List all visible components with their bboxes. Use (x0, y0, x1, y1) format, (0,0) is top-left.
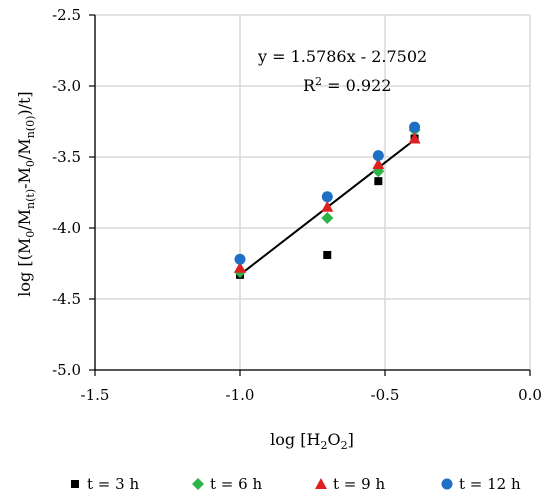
legend-label: t = 6 h (210, 475, 262, 493)
data-point (321, 191, 333, 203)
data-point (374, 177, 383, 186)
data-point (409, 121, 421, 133)
legend-marker (71, 480, 79, 488)
data-point (372, 158, 385, 170)
axes (89, 14, 531, 376)
x-tick-label: -0.5 (371, 386, 400, 404)
data-point (234, 253, 246, 265)
data-point (372, 150, 384, 162)
y-tick-label: -4.0 (52, 219, 81, 237)
y-tick-label: -2.5 (52, 6, 81, 24)
equation-annotation: y = 1.5786x - 2.7502 (257, 47, 427, 66)
legend-label: t = 9 h (333, 475, 385, 493)
legend-label: t = 12 h (459, 475, 521, 493)
data-point (321, 212, 334, 225)
y-tick-label: -4.5 (52, 290, 81, 308)
legend-marker (315, 478, 327, 489)
y-tick-label: -3.0 (52, 77, 81, 95)
legend-marker (441, 478, 453, 490)
data-points (234, 121, 421, 279)
legend-marker (192, 478, 204, 490)
data-point (234, 261, 246, 273)
data-point (321, 200, 334, 212)
y-tick-label: -5.0 (52, 361, 81, 379)
x-tick-label: -1.0 (226, 386, 255, 404)
tick-labels: -1.5 -1.0 -0.5 0.0 -2.5 -3.0 -3.5 -4.0 -4.5 -5.0 (52, 6, 542, 404)
x-tick-label: 0.0 (518, 386, 542, 404)
data-point (408, 132, 421, 144)
data-point (323, 250, 332, 259)
r2-annotation: R2 = 0.922 (303, 75, 391, 95)
grid (94, 14, 531, 371)
y-axis-title: log [(M0/Mn(t)-M0/Mn(0))/t] (15, 91, 37, 296)
x-axis-title: log [H2O2] (270, 430, 354, 452)
y-tick-label: -3.5 (52, 148, 81, 166)
legend-label: t = 3 h (87, 475, 139, 493)
x-tick-label: -1.5 (81, 386, 110, 404)
legend: t = 3 h t = 6 h t = 9 h t = 12 h (71, 475, 521, 493)
